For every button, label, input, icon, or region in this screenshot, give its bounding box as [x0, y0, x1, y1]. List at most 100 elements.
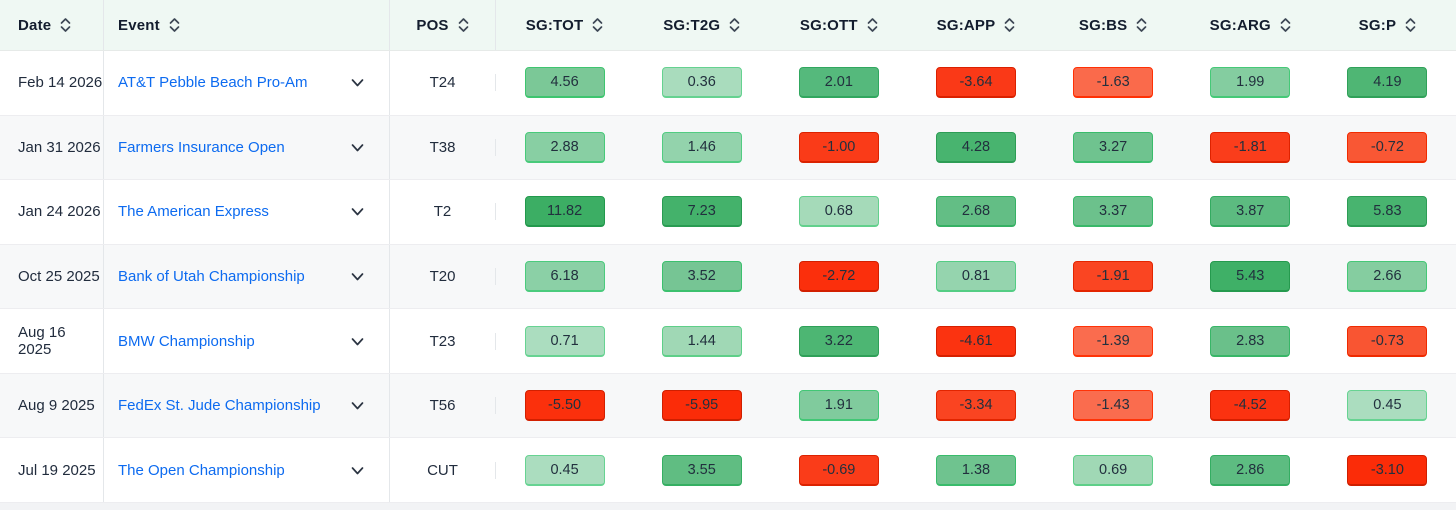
sg-value-chip: 0.68	[798, 196, 879, 228]
column-header-label: SG:T2G	[663, 16, 721, 34]
sg-value-chip: 11.82	[524, 196, 605, 228]
sort-icon[interactable]	[729, 17, 740, 33]
sort-icon[interactable]	[458, 17, 469, 33]
table-header-row: Date Event POS SG:TOT SG:T2G SG:OTT SG:APP SG:B…	[0, 0, 1456, 51]
event-link[interactable]: AT&T Pebble Beach Pro-Am	[118, 74, 308, 92]
sg-value-chip: -1.91	[1073, 261, 1154, 293]
expand-row-button[interactable]	[348, 396, 367, 415]
sort-icon[interactable]	[1405, 17, 1416, 33]
pos-cell: T23	[429, 332, 456, 350]
event-link[interactable]: The Open Championship	[118, 461, 285, 479]
date-cell: Aug 16 2025	[18, 324, 66, 359]
pos-cell: T24	[429, 74, 456, 92]
event-link[interactable]: FedEx St. Jude Championship	[118, 397, 321, 415]
chevron-down-icon	[350, 204, 365, 219]
sg-value-chip: 5.43	[1210, 261, 1291, 293]
date-cell: Aug 9 2025	[18, 397, 95, 415]
expand-row-button[interactable]	[348, 138, 367, 157]
sort-icon[interactable]	[1280, 17, 1291, 33]
sg-value-chip: 5.83	[1347, 196, 1428, 228]
event-link[interactable]: Farmers Insurance Open	[118, 138, 285, 156]
sg-value-chip: -1.63	[1073, 67, 1154, 99]
date-cell: Jan 24 2026	[18, 203, 101, 221]
expand-row-button[interactable]	[348, 202, 367, 221]
column-header-sg-p[interactable]: SG:P	[1319, 0, 1456, 50]
sg-value-chip: 1.91	[798, 390, 879, 422]
date-cell: Feb 14 2026	[18, 74, 103, 92]
column-header-sg-bs[interactable]: SG:BS	[1045, 0, 1182, 50]
sg-value-chip: 3.55	[661, 454, 742, 486]
sort-icon[interactable]	[1004, 17, 1015, 33]
sg-value-chip: -3.64	[935, 67, 1016, 99]
sg-value-chip: 3.27	[1073, 131, 1154, 163]
column-header-pos[interactable]: POS	[390, 0, 496, 50]
sg-value-chip: -0.72	[1347, 131, 1428, 163]
date-cell: Jul 19 2025	[18, 461, 96, 479]
event-link[interactable]: Bank of Utah Championship	[118, 268, 305, 286]
pos-cell: T20	[429, 268, 456, 286]
chevron-down-icon	[350, 398, 365, 413]
sg-value-chip: 3.87	[1210, 196, 1291, 228]
chevron-down-icon	[350, 269, 365, 284]
column-header-label: SG:BS	[1078, 16, 1128, 34]
pos-cell: T56	[429, 397, 456, 415]
sg-value-chip: 4.19	[1347, 67, 1428, 99]
column-header-sg-arg[interactable]: SG:ARG	[1182, 0, 1319, 50]
column-header-label: Event	[118, 16, 160, 34]
table-row: Aug 16 2025 BMW Championship T23 0.71 1.44 3.…	[0, 309, 1456, 374]
table-row: Jul 19 2025 The Open Championship CUT 0.45 3…	[0, 438, 1456, 504]
sg-value-chip: -1.39	[1073, 325, 1154, 357]
sg-value-chip: -1.81	[1210, 131, 1291, 163]
sg-value-chip: 7.23	[661, 196, 742, 228]
table-row: Aug 9 2025 FedEx St. Jude Championship T56…	[0, 373, 1456, 439]
sort-icon[interactable]	[867, 17, 878, 33]
sg-value-chip: 0.45	[1347, 390, 1428, 422]
sg-value-chip: 3.52	[661, 261, 742, 293]
column-header-date[interactable]: Date	[0, 0, 104, 50]
chevron-down-icon	[350, 75, 365, 90]
sg-value-chip: -5.50	[524, 390, 605, 422]
expand-row-button[interactable]	[348, 461, 367, 480]
sort-icon[interactable]	[592, 17, 603, 33]
event-link[interactable]: The American Express	[118, 203, 269, 221]
column-header-label: POS	[416, 16, 449, 34]
sg-value-chip: 2.01	[798, 67, 879, 99]
sort-icon[interactable]	[169, 17, 180, 33]
sg-value-chip: -3.34	[935, 390, 1016, 422]
column-header-event[interactable]: Event	[104, 0, 390, 50]
sg-value-chip: 2.68	[935, 196, 1016, 228]
sg-value-chip: 1.99	[1210, 67, 1291, 99]
sg-value-chip: 0.71	[524, 325, 605, 357]
sg-value-chip: 6.18	[524, 261, 605, 293]
column-header-sg-app[interactable]: SG:APP	[907, 0, 1044, 50]
sg-value-chip: -1.00	[798, 131, 879, 163]
sort-icon[interactable]	[1136, 17, 1147, 33]
column-header-label: SG:TOT	[525, 16, 584, 34]
sg-value-chip: 1.44	[661, 325, 742, 357]
table-body: Feb 14 2026 AT&T Pebble Beach Pro-Am T24 4.…	[0, 51, 1456, 504]
event-link[interactable]: BMW Championship	[118, 332, 255, 350]
date-cell: Oct 25 2025	[18, 268, 100, 286]
sg-value-chip: 3.37	[1073, 196, 1154, 228]
sg-value-chip: 4.56	[524, 67, 605, 99]
sort-icon[interactable]	[60, 17, 71, 33]
chevron-down-icon	[350, 463, 365, 478]
expand-row-button[interactable]	[348, 332, 367, 351]
column-header-sg-ott[interactable]: SG:OTT	[770, 0, 907, 50]
sg-value-chip: -3.10	[1347, 454, 1428, 486]
expand-row-button[interactable]	[348, 267, 367, 286]
sg-value-chip: -0.73	[1347, 325, 1428, 357]
table-row: Jan 31 2026 Farmers Insurance Open T38 2.88…	[0, 115, 1456, 181]
expand-row-button[interactable]	[348, 73, 367, 92]
sg-value-chip: -0.69	[798, 454, 879, 486]
table-row: Feb 14 2026 AT&T Pebble Beach Pro-Am T24 4.…	[0, 51, 1456, 116]
sg-value-chip: 4.28	[935, 131, 1016, 163]
column-header-label: SG:OTT	[799, 16, 858, 34]
column-header-sg-t2g[interactable]: SG:T2G	[633, 0, 770, 50]
column-header-label: SG:P	[1358, 16, 1397, 34]
column-header-sg-tot[interactable]: SG:TOT	[496, 0, 633, 50]
pos-cell: T2	[433, 203, 452, 221]
chevron-down-icon	[350, 140, 365, 155]
column-header-label: Date	[18, 16, 52, 34]
